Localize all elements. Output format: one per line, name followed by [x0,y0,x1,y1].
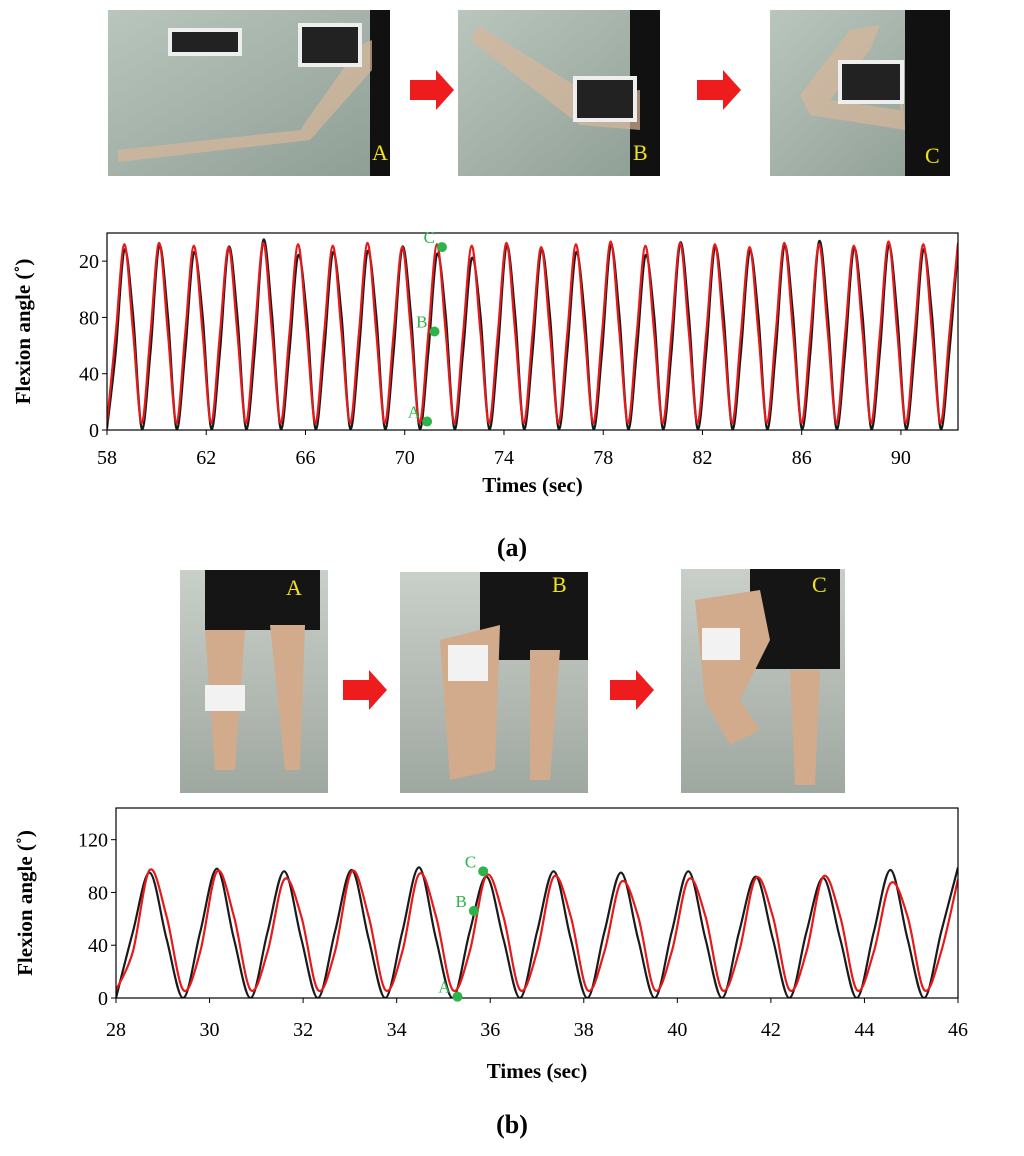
x-axis-title: Times (sec) [487,1059,588,1083]
photo-detail [573,76,637,122]
annotation-point [429,326,440,337]
x-tick-label: 32 [293,1019,313,1041]
photo-row: A B C [180,569,845,793]
y-tick-label: 80 [79,307,99,329]
y-tick-label: 80 [88,882,108,904]
x-tick-label: 78 [593,447,613,469]
annotation-point [436,242,447,253]
photo-detail [298,23,362,67]
photo-detail [118,40,372,162]
annotation-label: B [416,313,427,332]
caption: (b) [496,1110,528,1139]
x-tick-label: 70 [395,447,415,469]
arrow [410,70,454,110]
x-tick-label: 34 [387,1019,407,1041]
annotation-point [478,866,489,877]
annotation-label: C [424,228,435,247]
photo-detail [205,625,305,770]
caption: (a) [497,533,527,562]
annotation-point [468,905,479,916]
x-tick-label: 40 [667,1019,687,1041]
x-tick-label: 44 [854,1019,874,1041]
arrow [610,670,654,710]
photo-label: B [633,140,648,165]
annotation-label: C [465,852,476,871]
plot-frame [115,807,959,999]
x-tick-label: 28 [106,1019,126,1041]
x-tick-label: 30 [200,1019,220,1041]
annotation-label: A [438,978,451,997]
y-axis-title: Flexion angle (˚) [11,259,35,405]
photo-detail [205,570,320,630]
y-tick-label: 0 [98,988,108,1010]
arrow [697,70,741,110]
y-tick-label: 20 [79,251,99,273]
series-line [107,240,958,425]
x-tick-label: 36 [480,1019,500,1041]
photo-detail [448,645,488,681]
y-tick-label: 40 [88,935,108,957]
x-tick-label: 66 [295,447,315,469]
x-axis-title: Times (sec) [482,473,583,497]
y-axis-title: Flexion angle (˚) [13,830,37,976]
photo-label: B [552,572,567,597]
photo-detail [370,10,390,176]
annotation-point [452,991,463,1002]
x-tick-label: 90 [891,447,911,469]
photo-row: A B C [108,10,950,176]
x-tick-label: 38 [574,1019,594,1041]
x-tick-label: 74 [494,447,514,469]
x-tick-label: 42 [761,1019,781,1041]
photo-detail [838,60,904,104]
photo-label: A [372,140,388,165]
photo-detail [168,28,242,56]
photo-detail [800,25,905,130]
plot-frame [106,232,959,431]
x-tick-label: 86 [792,447,812,469]
photo-detail [905,10,950,176]
photo-detail [205,685,245,711]
y-tick-label: 0 [89,420,99,442]
y-tick-label: 40 [79,364,99,386]
y-tick-label: 120 [78,830,108,852]
x-tick-label: 62 [196,447,216,469]
annotation-label: A [408,403,421,422]
photo-label: A [286,575,302,600]
photo-label: C [925,143,940,168]
photo-label: C [812,572,827,597]
x-tick-label: 46 [948,1019,968,1041]
annotation-point [422,416,433,427]
x-tick-label: 82 [692,447,712,469]
arrow [343,670,387,710]
x-tick-label: 58 [97,447,117,469]
series-line [116,868,958,993]
photo-detail [702,628,740,660]
annotation-label: B [456,892,467,911]
